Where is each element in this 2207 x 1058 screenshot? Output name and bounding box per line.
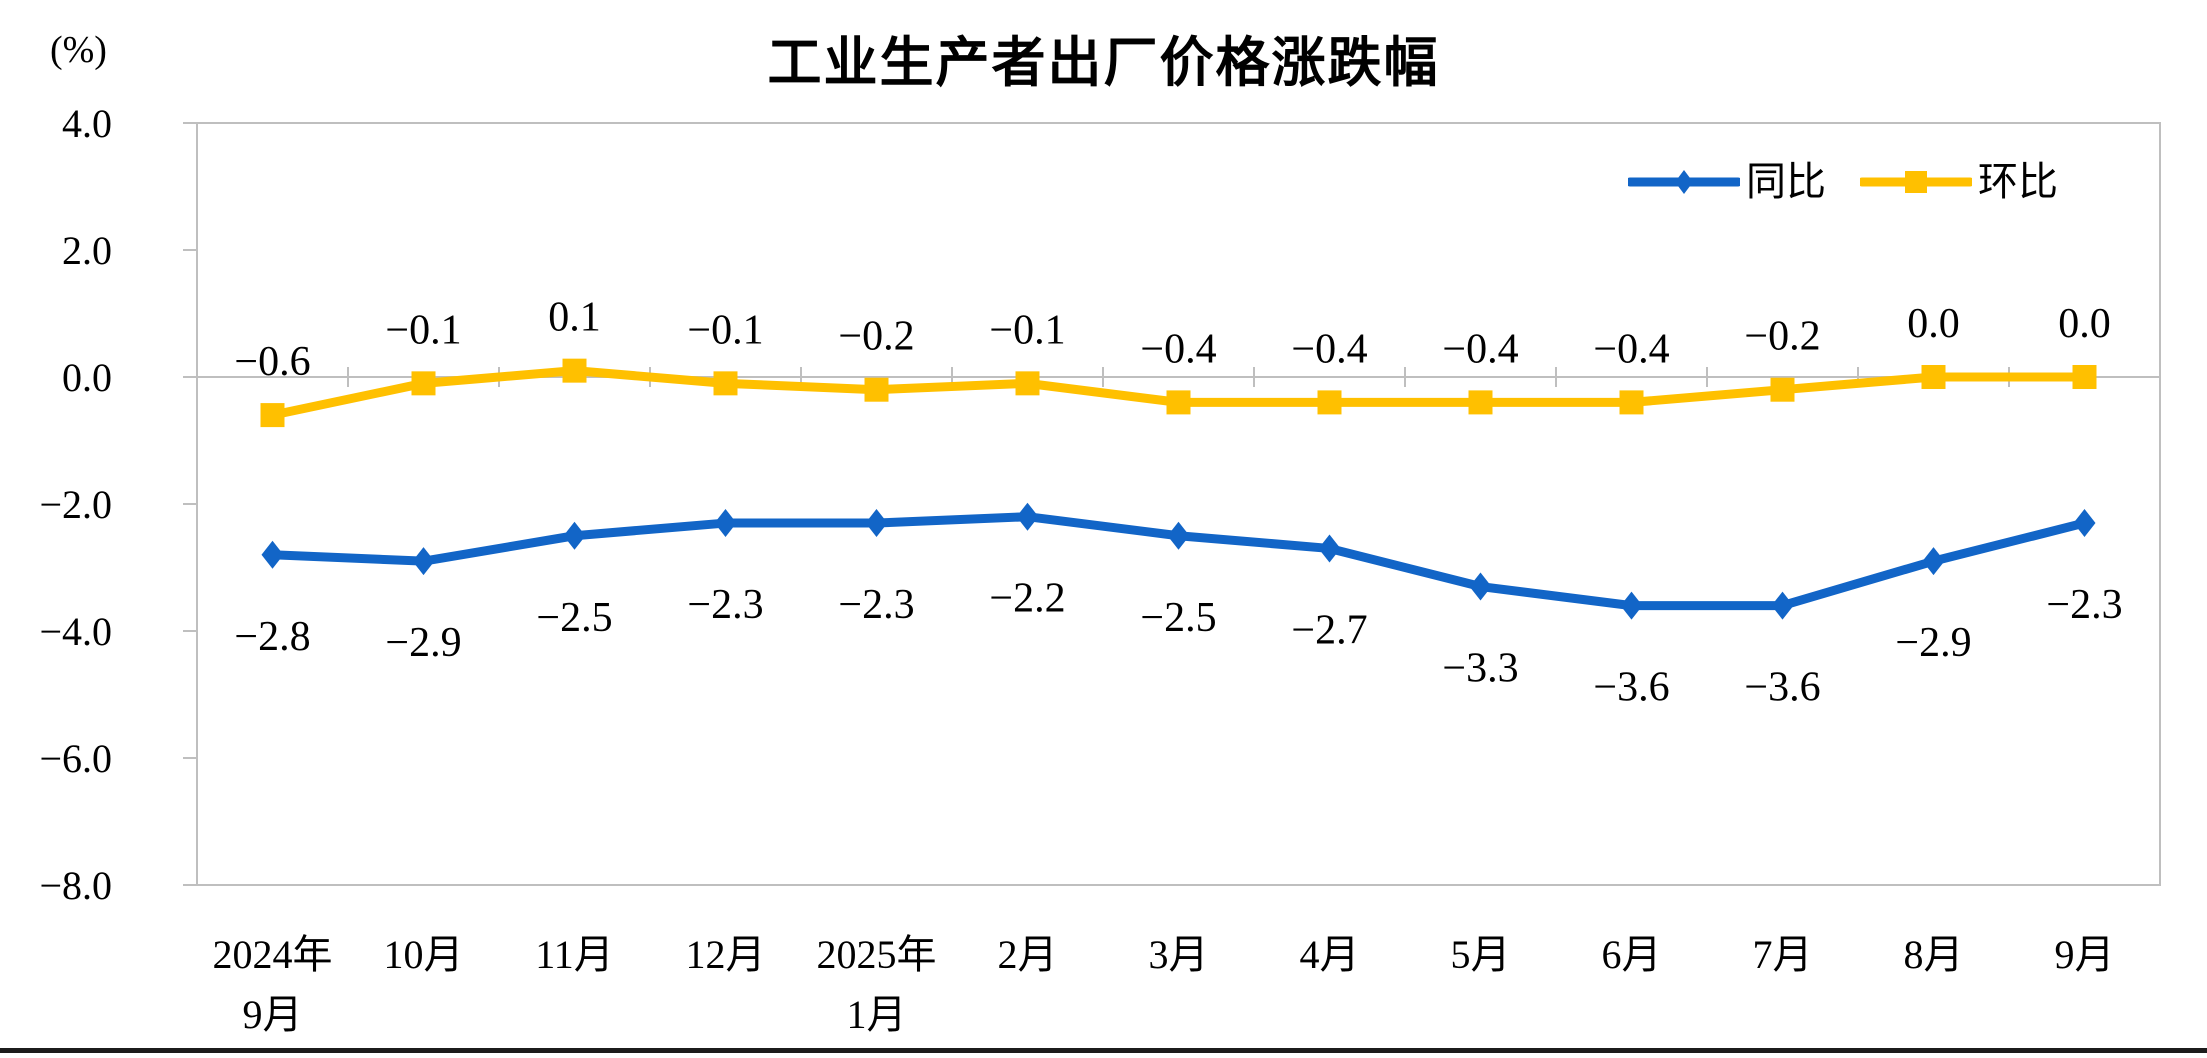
data-label: −3.6: [1593, 665, 1669, 711]
data-label: −3.3: [1442, 646, 1518, 692]
data-label: −2.7: [1291, 607, 1367, 653]
chart-title: 工业生产者出厂价格涨跌幅: [767, 33, 1440, 93]
y-axis-tick-label: −8.0: [39, 863, 112, 908]
data-label: −0.2: [1744, 314, 1820, 360]
data-label: −2.3: [838, 582, 914, 628]
data-point-square-icon: [864, 377, 889, 402]
data-label: −0.1: [687, 307, 763, 353]
data-point-diamond-icon: [1771, 591, 1794, 620]
data-point-diamond-icon: [1922, 547, 1945, 576]
data-point-square-icon: [1166, 390, 1191, 415]
x-axis-label: 5月: [1451, 932, 1511, 977]
legend-yoy-diamond-icon: [1675, 170, 1693, 194]
legend-yoy-label: 同比: [1746, 159, 1826, 204]
y-axis-unit-label: (%): [50, 29, 107, 71]
data-point-diamond-icon: [563, 521, 586, 550]
chart-legend: 同比 环比: [1628, 162, 2058, 202]
x-axis-label: 11月: [535, 932, 614, 977]
data-label: −2.9: [385, 620, 461, 666]
data-point-diamond-icon: [412, 547, 435, 576]
data-label: −2.3: [2046, 582, 2122, 628]
bottom-divider: [0, 1048, 2207, 1053]
x-axis-label: 2025年 1月: [817, 932, 937, 1037]
legend-item-yoy: 同比: [1628, 162, 1826, 202]
data-point-square-icon: [562, 358, 587, 383]
data-point-diamond-icon: [1318, 534, 1341, 563]
legend-mom-swatch: [1860, 171, 1972, 193]
data-label: −2.8: [234, 614, 310, 660]
data-label: −0.4: [1291, 326, 1367, 372]
x-axis-label: 2月: [998, 932, 1058, 977]
data-point-square-icon: [2072, 365, 2097, 389]
data-label: −2.5: [536, 595, 612, 641]
y-axis-tick-label: 0.0: [62, 355, 112, 400]
data-label: 0.0: [2058, 301, 2111, 347]
data-point-square-icon: [1619, 390, 1644, 415]
data-point-diamond-icon: [261, 540, 284, 569]
legend-yoy-swatch: [1628, 170, 1740, 194]
x-axis-label: 7月: [1753, 932, 1813, 977]
data-point-diamond-icon: [714, 509, 737, 538]
data-point-square-icon: [1015, 371, 1040, 396]
data-label: 0.0: [1907, 301, 1960, 347]
data-point-square-icon: [411, 371, 436, 396]
data-label: −0.1: [385, 307, 461, 353]
data-label: −3.6: [1744, 665, 1820, 711]
x-axis-label: 2024年 9月: [213, 932, 333, 1037]
data-point-diamond-icon: [865, 509, 888, 538]
data-label: 0.1: [548, 295, 601, 341]
y-axis-tick-label: −6.0: [39, 736, 112, 781]
data-label: −2.9: [1895, 620, 1971, 666]
data-point-square-icon: [1468, 390, 1493, 415]
data-point-diamond-icon: [1469, 572, 1492, 601]
data-point-diamond-icon: [2073, 509, 2096, 538]
y-axis-tick-label: −2.0: [39, 482, 112, 527]
data-label: −2.2: [989, 576, 1065, 622]
x-axis-label: 12月: [686, 932, 766, 977]
x-axis-label: 9月: [2055, 932, 2115, 977]
data-point-square-icon: [1317, 390, 1342, 415]
data-point-diamond-icon: [1167, 521, 1190, 550]
data-point-diamond-icon: [1620, 591, 1643, 620]
data-label: −0.4: [1442, 326, 1518, 372]
legend-mom-square-icon: [1905, 171, 1927, 193]
data-label: −0.2: [838, 314, 914, 360]
data-point-square-icon: [713, 371, 738, 396]
data-point-square-icon: [1921, 365, 1946, 389]
y-axis-tick-label: 2.0: [62, 228, 112, 273]
legend-mom-label: 环比: [1978, 159, 2058, 204]
data-point-square-icon: [1770, 377, 1795, 402]
x-axis-label: 10月: [384, 932, 464, 977]
x-axis-label: 8月: [1904, 932, 1964, 977]
y-axis-tick-label: 4.0: [62, 101, 112, 146]
data-point-diamond-icon: [1016, 502, 1039, 531]
x-axis-label: 6月: [1602, 932, 1662, 977]
x-axis-label: 4月: [1300, 932, 1360, 977]
x-axis-label: 3月: [1149, 932, 1209, 977]
data-label: −0.1: [989, 307, 1065, 353]
legend-item-mom: 环比: [1860, 162, 2058, 202]
data-label: −2.3: [687, 582, 763, 628]
data-label: −2.5: [1140, 595, 1216, 641]
data-label: −0.4: [1593, 326, 1669, 372]
data-label: −0.6: [234, 339, 310, 385]
plot-frame: [196, 122, 2161, 886]
y-axis-tick-label: −4.0: [39, 609, 112, 654]
data-label: −0.4: [1140, 326, 1216, 372]
data-point-square-icon: [260, 403, 285, 428]
